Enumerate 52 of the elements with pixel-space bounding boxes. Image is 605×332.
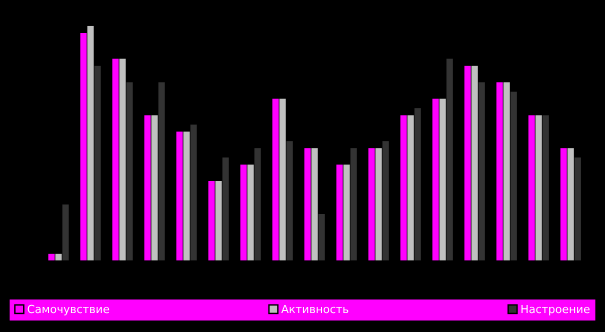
bar	[272, 98, 279, 261]
bar	[286, 141, 293, 261]
bar	[215, 181, 222, 261]
bar	[503, 82, 510, 261]
bar	[542, 115, 549, 261]
bar	[464, 66, 471, 261]
bar	[478, 82, 485, 261]
bar	[94, 66, 101, 261]
bar	[407, 115, 414, 261]
bar	[574, 158, 581, 261]
bar	[446, 58, 453, 261]
bar	[87, 26, 94, 261]
legend-label: Настроение	[521, 304, 590, 316]
bar	[304, 148, 311, 261]
bar	[496, 82, 503, 261]
bar	[62, 204, 69, 261]
bar	[240, 164, 247, 261]
bar	[80, 32, 87, 261]
bar	[279, 98, 286, 261]
bar	[158, 82, 165, 261]
bar	[119, 58, 126, 261]
bar	[439, 98, 446, 261]
bar	[190, 124, 197, 261]
bar	[560, 148, 567, 261]
bar	[208, 181, 215, 261]
bar	[222, 158, 229, 261]
bar	[126, 82, 133, 261]
bar	[151, 115, 158, 261]
bar	[528, 115, 535, 261]
bar	[375, 148, 382, 261]
bar	[112, 58, 119, 261]
bar	[318, 214, 325, 261]
legend-label: Активность	[281, 304, 348, 314]
bar	[176, 132, 183, 261]
bar	[144, 115, 151, 261]
bar	[350, 148, 357, 261]
legend-label: Самочувствие	[28, 304, 110, 316]
bar	[311, 148, 318, 261]
bar	[336, 164, 343, 261]
bar	[535, 115, 542, 261]
bar	[400, 115, 407, 261]
bar	[382, 141, 389, 261]
bar	[368, 148, 375, 261]
bar	[432, 98, 439, 261]
bar	[471, 66, 478, 261]
bar	[567, 148, 574, 261]
bar	[414, 108, 421, 261]
bar	[183, 132, 190, 261]
bar	[247, 164, 254, 261]
bar	[254, 148, 261, 261]
bar	[343, 164, 350, 261]
bar	[510, 92, 517, 261]
